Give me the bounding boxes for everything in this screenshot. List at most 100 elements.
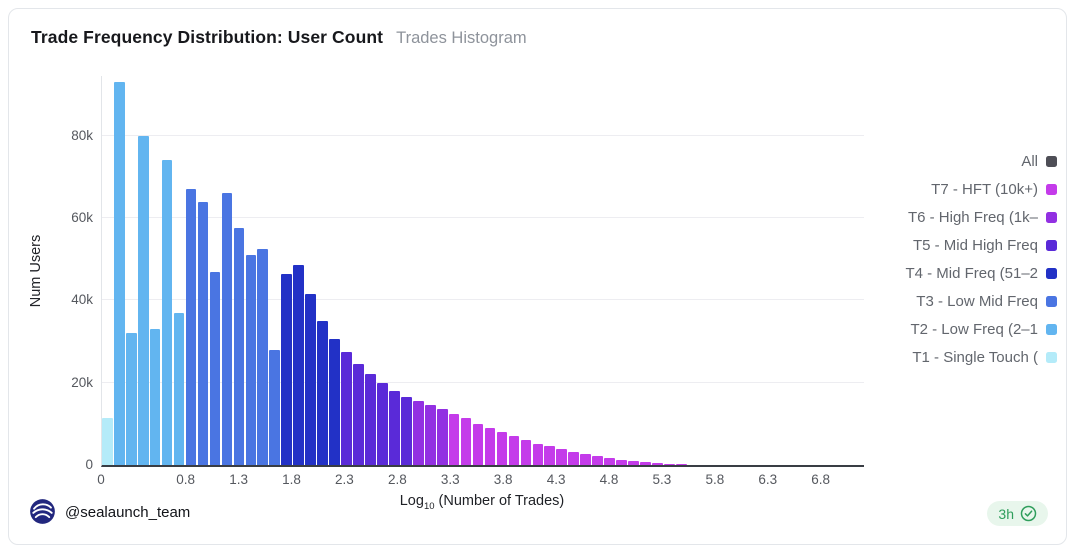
histogram-bar[interactable]	[149, 329, 161, 465]
x-axis-ticks: 0 0.8 1.3 1.8 2.3 2.8 3.3 3.8 4.3 4.8 5.3 5.8 6.3 6.8	[97, 472, 863, 490]
histogram-bar[interactable]	[233, 228, 245, 465]
histogram-bar[interactable]	[400, 397, 412, 465]
histogram-bar[interactable]	[652, 462, 663, 465]
histogram-bar[interactable]	[640, 462, 651, 465]
histogram-bar[interactable]	[305, 294, 316, 465]
histogram-bar[interactable]	[664, 463, 675, 465]
histogram-bar[interactable]	[221, 193, 233, 465]
histogram-bar[interactable]	[424, 405, 436, 465]
legend: All T7 - HFT (10k+) T6 - High Freq (1k– T5 …	[905, 151, 1057, 367]
legend-item[interactable]: T7 - HFT (10k+)	[931, 179, 1057, 199]
histogram-bar[interactable]	[353, 364, 364, 465]
histogram-bar[interactable]	[616, 459, 627, 465]
time-verified-badge[interactable]: 3h	[987, 501, 1048, 526]
legend-label: T6 - High Freq (1k–	[907, 208, 1038, 226]
x-axis-title-rest: (Number of Trades)	[434, 493, 565, 509]
histogram-bar[interactable]	[125, 333, 137, 465]
legend-label: T3 - Low Mid Freq	[916, 292, 1038, 310]
histogram-bar[interactable]	[544, 446, 556, 465]
histogram-bar[interactable]	[592, 456, 603, 465]
legend-label: T1 - Single Touch (	[912, 348, 1038, 366]
histogram-bar[interactable]	[556, 449, 568, 465]
legend-swatch	[1046, 323, 1057, 335]
gridline	[102, 299, 864, 301]
histogram-bar[interactable]	[568, 451, 580, 465]
histogram-bar[interactable]	[102, 417, 113, 465]
x-tick-label: 5.8	[705, 472, 725, 487]
y-axis-ticks: 0 20k 40k 60k 80k	[9, 76, 93, 472]
histogram-bar[interactable]	[269, 349, 281, 465]
y-tick-label: 0	[85, 457, 93, 472]
x-tick-label: 1.8	[282, 472, 301, 487]
x-axis-title-subscript: 10	[423, 500, 435, 512]
legend-swatch	[1046, 295, 1057, 307]
verified-check-icon	[1020, 505, 1037, 522]
histogram-bar[interactable]	[412, 401, 424, 465]
chart-card: Trade Frequency Distribution: User Count…	[8, 8, 1067, 545]
gridline	[102, 217, 864, 219]
legend-label: T2 - Low Freq (2–1	[910, 320, 1038, 338]
account-handle[interactable]: @sealaunch_team	[65, 504, 191, 521]
legend-item[interactable]: All	[1021, 151, 1057, 171]
legend-item[interactable]: T4 - Mid Freq (51–2	[905, 263, 1057, 283]
legend-swatch	[1046, 211, 1057, 223]
sealaunch-logo-icon	[29, 498, 56, 525]
histogram-bar[interactable]	[484, 427, 496, 465]
legend-swatch	[1046, 239, 1057, 251]
badge-time-label: 3h	[998, 505, 1014, 522]
y-tick-label: 60k	[71, 210, 93, 226]
histogram-bar[interactable]	[448, 413, 460, 465]
histogram-bar[interactable]	[472, 423, 484, 465]
histogram-bar[interactable]	[676, 463, 687, 465]
legend-label: T7 - HFT (10k+)	[931, 180, 1038, 198]
histogram-bar[interactable]	[377, 382, 388, 465]
x-tick-label: 6.8	[811, 472, 831, 487]
histogram-bar[interactable]	[329, 339, 340, 465]
histogram-bar[interactable]	[257, 248, 269, 465]
histogram-bar[interactable]	[496, 432, 508, 465]
histogram-bar[interactable]	[281, 273, 293, 465]
legend-label: T4 - Mid Freq (51–2	[905, 264, 1038, 282]
legend-swatch	[1046, 267, 1057, 279]
histogram-bar[interactable]	[628, 460, 639, 465]
histogram-bar[interactable]	[245, 255, 257, 465]
x-tick-label: 4.8	[599, 472, 619, 487]
page-title: Trade Frequency Distribution: User Count	[31, 27, 384, 47]
histogram-bar[interactable]	[389, 390, 400, 465]
legend-item[interactable]: T6 - High Freq (1k–	[908, 207, 1057, 227]
histogram-bar[interactable]	[137, 135, 149, 465]
histogram-bar[interactable]	[317, 320, 328, 465]
page-subtitle: Trades Histogram	[396, 29, 527, 47]
y-tick-label: 80k	[71, 127, 93, 143]
legend-item[interactable]: T3 - Low Mid Freq	[916, 291, 1057, 311]
histogram-bar[interactable]	[365, 374, 376, 465]
histogram-bar[interactable]	[532, 443, 544, 465]
x-tick-label: 4.3	[546, 472, 566, 487]
legend-item[interactable]: T5 - Mid High Freq	[913, 235, 1057, 255]
legend-swatch	[1046, 351, 1057, 363]
histogram-bar[interactable]	[460, 417, 472, 465]
histogram-bar[interactable]	[293, 265, 304, 465]
legend-swatch	[1046, 155, 1057, 167]
y-tick-label: 40k	[71, 292, 93, 308]
histogram-bar[interactable]	[520, 440, 532, 465]
histogram-bar[interactable]	[197, 201, 209, 465]
histogram-bar[interactable]	[436, 409, 448, 465]
gridline	[102, 134, 864, 136]
histogram-bar[interactable]	[185, 189, 197, 465]
x-tick-label: 0	[97, 472, 105, 487]
histogram-bar[interactable]	[173, 312, 185, 465]
x-tick-label: 5.3	[652, 472, 672, 487]
legend-item[interactable]: T2 - Low Freq (2–1	[910, 319, 1057, 339]
legend-item[interactable]: T1 - Single Touch (	[912, 347, 1057, 367]
histogram-bar[interactable]	[161, 160, 173, 465]
x-tick-label: 2.8	[387, 472, 407, 487]
x-tick-label: 3.3	[440, 472, 460, 487]
histogram-bar[interactable]	[341, 351, 352, 465]
histogram-bar[interactable]	[604, 458, 615, 465]
histogram-bar[interactable]	[209, 271, 221, 465]
histogram-bar[interactable]	[113, 82, 125, 465]
histogram-bar[interactable]	[508, 436, 520, 465]
legend-label: T5 - Mid High Freq	[912, 236, 1038, 254]
histogram-bar[interactable]	[580, 454, 592, 465]
